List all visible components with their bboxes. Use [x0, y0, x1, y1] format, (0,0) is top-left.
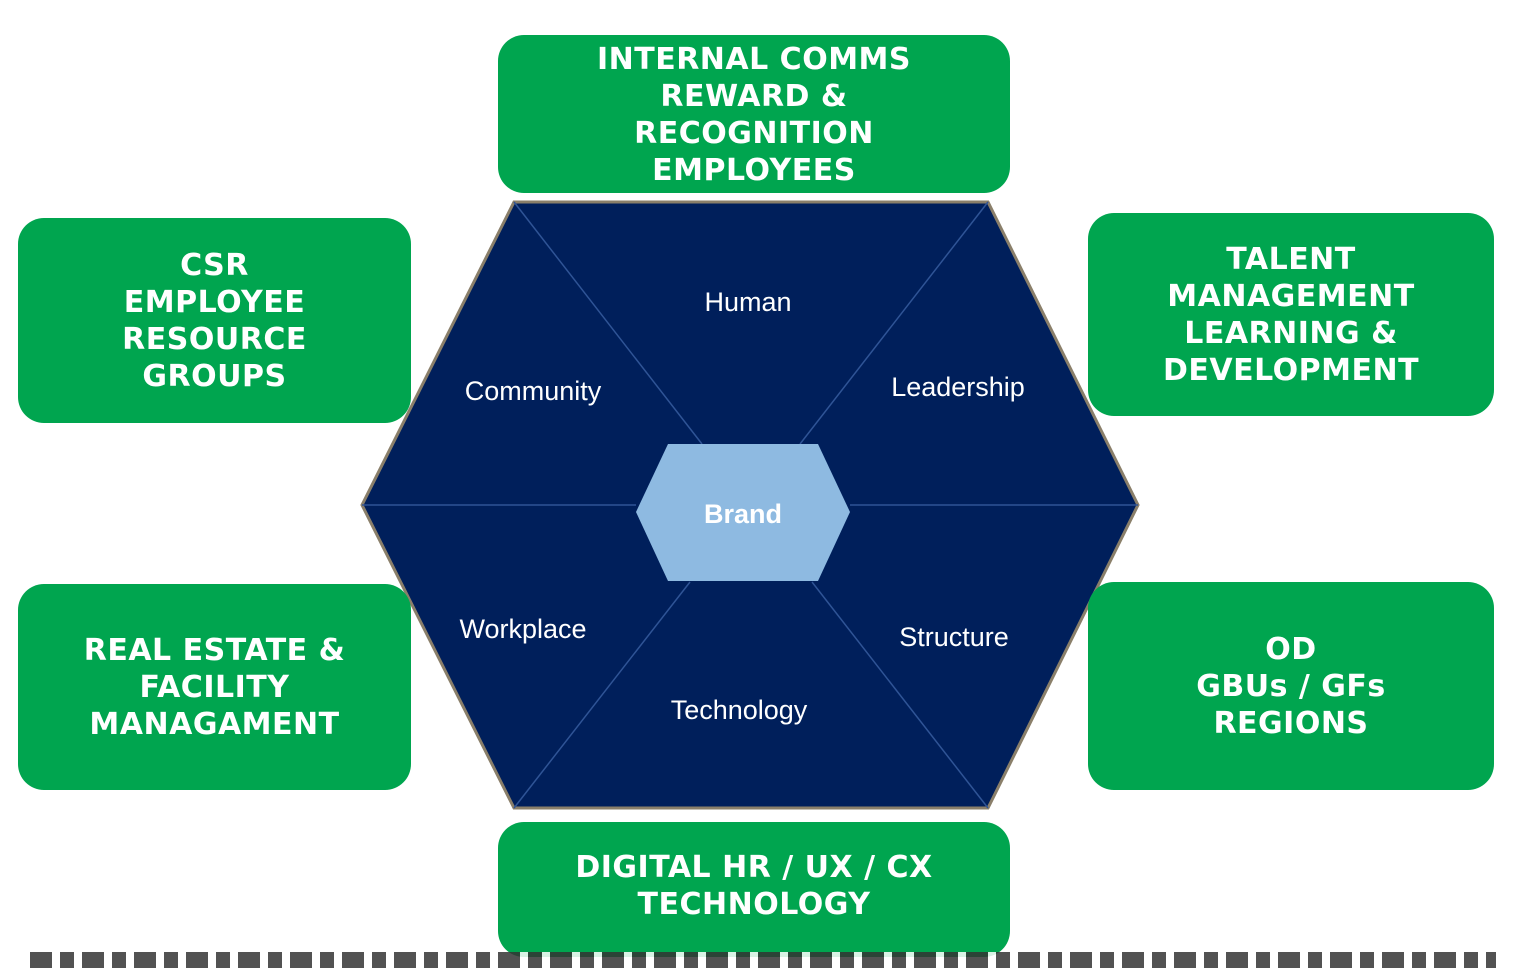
- divider-top-right: [799, 201, 989, 445]
- box-internal-comms: INTERNAL COMMS REWARD & RECOGNITION EMPL…: [498, 35, 1010, 193]
- box-line: TALENT: [1226, 241, 1356, 277]
- box-line: CSR: [180, 247, 249, 283]
- box-line: EMPLOYEES: [652, 153, 856, 188]
- segment-label-community: Community: [465, 376, 602, 406]
- divider-bottom-left: [513, 581, 691, 809]
- segment-label-workplace: Workplace: [459, 614, 586, 644]
- box-line: LEARNING &: [1184, 315, 1398, 351]
- center-label-brand: Brand: [704, 499, 782, 529]
- box-line: INTERNAL COMMS: [596, 42, 912, 77]
- segment-label-leadership: Leadership: [891, 372, 1025, 402]
- box-line: GROUPS: [142, 358, 287, 394]
- box-csr: CSR EMPLOYEE RESOURCE GROUPS: [18, 218, 411, 423]
- center-hexagon: [636, 444, 850, 581]
- box-line: DEVELOPMENT: [1162, 352, 1420, 388]
- box-line: RECOGNITION: [634, 116, 874, 151]
- box-talent-management: TALENT MANAGEMENT LEARNING & DEVELOPMENT: [1088, 213, 1494, 416]
- box-line: DIGITAL HR / UX / CX: [575, 849, 933, 885]
- segment-label-human: Human: [704, 287, 791, 317]
- box-line: FACILITY: [139, 669, 290, 705]
- cropped-caption-strip: [30, 952, 1496, 968]
- segment-dividers: [362, 201, 1138, 809]
- box-line: REGIONS: [1213, 705, 1369, 741]
- box-line: REWARD &: [660, 79, 848, 114]
- box-line: MANAGEMENT: [1167, 278, 1415, 314]
- segment-label-technology: Technology: [671, 695, 808, 725]
- divider-top-left: [513, 201, 703, 445]
- box-line: TECHNOLOGY: [637, 886, 871, 922]
- box-real-estate: REAL ESTATE & FACILITY MANAGAMENT: [18, 584, 411, 790]
- box-line: OD: [1265, 631, 1317, 667]
- box-od: OD GBUs / GFs REGIONS: [1088, 582, 1494, 790]
- box-line: RESOURCE: [122, 321, 307, 357]
- divider-bottom-right: [811, 581, 989, 809]
- box-line: REAL ESTATE &: [83, 632, 346, 668]
- box-line: GBUs / GFs: [1196, 668, 1386, 704]
- segment-label-structure: Structure: [899, 622, 1009, 652]
- box-line: MANAGAMENT: [89, 706, 340, 742]
- cropped-caption: [0, 946, 1526, 968]
- box-digital-hr: DIGITAL HR / UX / CX TECHNOLOGY: [498, 822, 1010, 957]
- box-line: EMPLOYEE: [123, 284, 306, 320]
